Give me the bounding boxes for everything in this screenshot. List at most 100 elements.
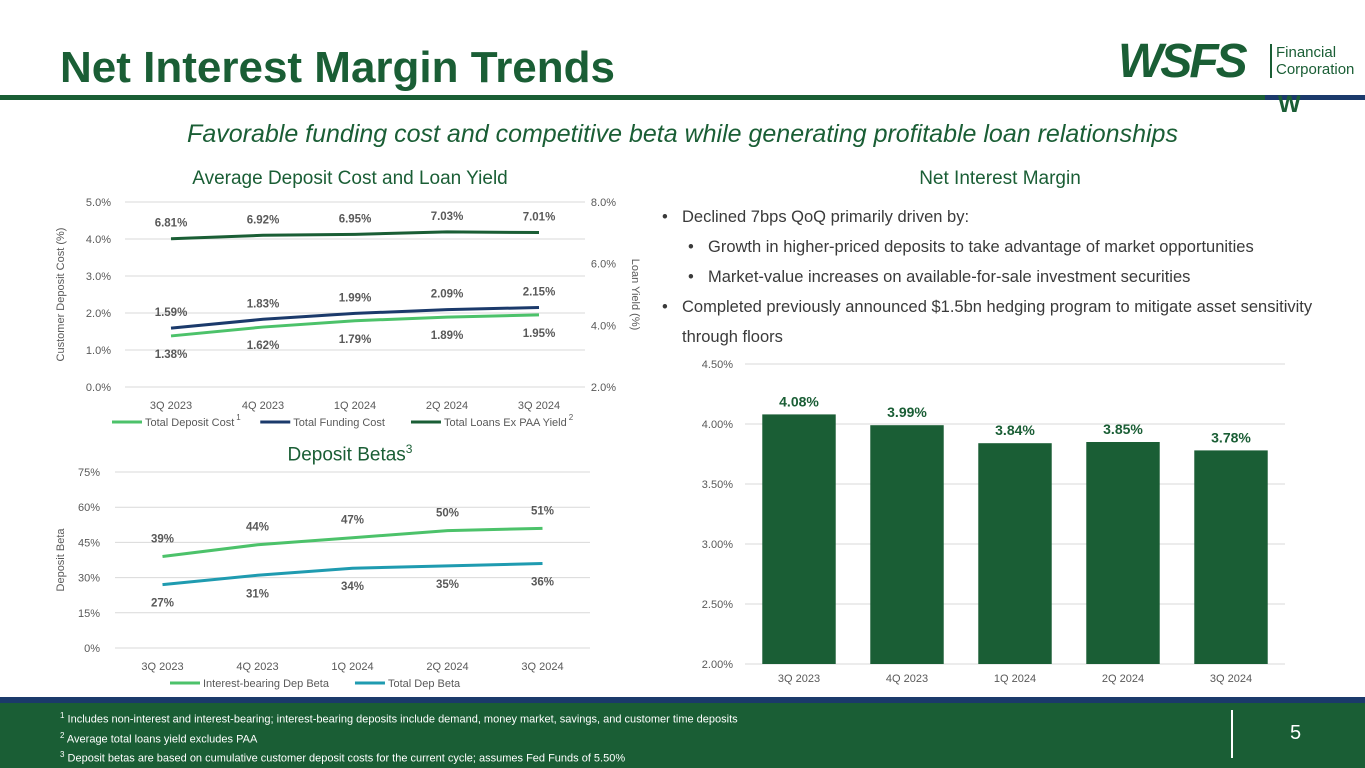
- y-tick-label: 1.0%: [86, 345, 111, 357]
- sub-bullet-item: • Market-value increases on available-for…: [688, 268, 1191, 286]
- bar-value-label: 3.78%: [1211, 429, 1251, 445]
- page-number-separator: [1231, 710, 1233, 758]
- data-label: 34%: [341, 581, 364, 593]
- data-label: 50%: [436, 508, 459, 520]
- y-tick-label: 5.0%: [86, 197, 111, 209]
- x-tick-label: 3Q 2023: [150, 400, 192, 412]
- data-label: 27%: [151, 598, 174, 610]
- title-divider: [0, 95, 1365, 100]
- logo-wordmark: WSFS: [1118, 35, 1248, 88]
- data-label: 1.95%: [523, 328, 556, 340]
- title-divider-accent: [1265, 95, 1365, 100]
- data-label: 44%: [246, 522, 269, 534]
- deposit-betas-chart: 0% 15% 30% 45% 60% 75% Deposit Beta 3Q 2023 4Q 2…: [55, 467, 590, 690]
- footnote: 2 Average total loans yield excludes PAA: [60, 730, 258, 746]
- y-axis-title: Deposit Beta: [55, 528, 67, 592]
- data-label: 7.03%: [431, 211, 464, 223]
- x-tick-label: 4Q 2023: [242, 400, 284, 412]
- bar-value-label: 3.84%: [995, 422, 1035, 438]
- y2-tick-label: 6.0%: [591, 259, 616, 271]
- data-label: 39%: [151, 533, 174, 545]
- net-interest-margin-chart: 2.00% 2.50% 3.00% 3.50% 4.00% 4.50% 4.08% 3Q 20…: [702, 359, 1285, 685]
- chart-title-deposit-betas: Deposit Betas3: [100, 442, 600, 466]
- x-tick-label: 1Q 2024: [994, 673, 1036, 685]
- x-tick-label: 3Q 2023: [141, 661, 183, 673]
- y-tick-label: 45%: [78, 537, 100, 549]
- data-label: 1.62%: [247, 340, 280, 352]
- legend-label: Total Dep Beta: [388, 678, 461, 690]
- bar-value-label: 3.99%: [887, 404, 927, 420]
- bar-value-label: 3.85%: [1103, 421, 1143, 437]
- nim-section-title: Net Interest Margin: [919, 168, 1081, 189]
- y-tick-label: 0.0%: [86, 382, 111, 394]
- bar: [978, 443, 1052, 664]
- bullet-text: Market-value increases on available-for-…: [708, 268, 1191, 286]
- series-line: [162, 562, 543, 587]
- data-label: 36%: [531, 577, 554, 589]
- y-tick-label: 2.00%: [702, 659, 733, 671]
- x-tick-label: 4Q 2023: [236, 661, 278, 673]
- x-tick-label: 2Q 2024: [426, 400, 468, 412]
- chart-title-deposit-betas-text: Deposit Betas: [287, 444, 406, 466]
- series-line: [170, 305, 540, 330]
- y2-tick-label: 8.0%: [591, 197, 616, 209]
- y2-tick-label: 2.0%: [591, 382, 616, 394]
- footnote: 1 Includes non-interest and interest-bea…: [60, 711, 738, 726]
- y-tick-label: 75%: [78, 467, 100, 479]
- y2-axis-title: Loan Yield (%): [629, 259, 640, 331]
- y2-tick-label: 4.0%: [591, 320, 616, 332]
- data-label: 6.81%: [155, 218, 188, 230]
- series-line: [162, 526, 543, 558]
- nim-bullets: • Declined 7bps QoQ primarily driven by: …: [660, 202, 1340, 352]
- y-tick-label: 3.0%: [86, 271, 111, 283]
- data-label: 35%: [436, 579, 459, 591]
- y-tick-label: 3.50%: [702, 479, 733, 491]
- logo-subtitle-line1: Financial: [1276, 44, 1337, 61]
- data-label: 6.95%: [339, 213, 372, 225]
- data-label: 1.79%: [339, 334, 372, 346]
- deposit-cost-loan-yield-chart: 0.0% 1.0% 2.0% 3.0% 4.0% 5.0% 2.0% 4.0% 6.0% 8.0%…: [55, 197, 640, 429]
- logo-mark: W: [1278, 91, 1301, 118]
- chart-title-deposit-betas-sup: 3: [405, 442, 413, 456]
- series-line: [170, 313, 540, 338]
- data-label: 6.92%: [247, 214, 280, 226]
- bullet-text: Declined 7bps QoQ primarily driven by:: [682, 208, 970, 226]
- bar: [762, 414, 836, 664]
- bullet-text: Completed previously announced $1.5bn he…: [682, 298, 1313, 346]
- data-label: 1.38%: [155, 349, 188, 361]
- legend-sup: 1: [236, 413, 241, 422]
- x-tick-label: 2Q 2024: [426, 661, 468, 673]
- x-tick-label: 2Q 2024: [1102, 673, 1144, 685]
- legend-label: Total Funding Cost: [293, 417, 385, 429]
- y-tick-label: 0%: [84, 643, 100, 655]
- y-tick-label: 4.00%: [702, 419, 733, 431]
- page-subtitle: Favorable funding cost and competitive b…: [187, 120, 1178, 148]
- x-tick-label: 4Q 2023: [886, 673, 928, 685]
- y-tick-label: 3.00%: [702, 539, 733, 551]
- y-tick-label: 4.0%: [86, 234, 111, 246]
- bullet-text: Growth in higher-priced deposits to take…: [708, 238, 1254, 256]
- y-tick-label: 2.0%: [86, 308, 111, 320]
- data-label: 47%: [341, 515, 364, 527]
- footer: [0, 697, 1365, 768]
- footer-accent-line: [0, 697, 1365, 703]
- bullet-item: • Completed previously announced $1.5bn h…: [662, 298, 1313, 346]
- logo-subtitle: Financial Corporation: [1270, 44, 1354, 78]
- page-title: Net Interest Margin Trends: [60, 43, 616, 92]
- legend-sup: 2: [569, 413, 574, 422]
- legend-label: Total Deposit Cost: [145, 417, 234, 429]
- y-tick-label: 2.50%: [702, 599, 733, 611]
- bar: [1194, 450, 1268, 664]
- data-label: 1.89%: [431, 330, 464, 342]
- page-number: 5: [1290, 722, 1302, 744]
- y-tick-label: 60%: [78, 502, 100, 514]
- series-line: [170, 230, 540, 241]
- footnotes: 1 Includes non-interest and interest-bea…: [60, 708, 738, 767]
- bar: [870, 425, 944, 664]
- bar-value-label: 4.08%: [779, 393, 819, 409]
- x-tick-label: 1Q 2024: [334, 400, 376, 412]
- data-label: 31%: [246, 588, 269, 600]
- data-label: 1.83%: [247, 298, 280, 310]
- x-tick-label: 3Q 2023: [778, 673, 820, 685]
- data-label: 1.59%: [155, 307, 188, 319]
